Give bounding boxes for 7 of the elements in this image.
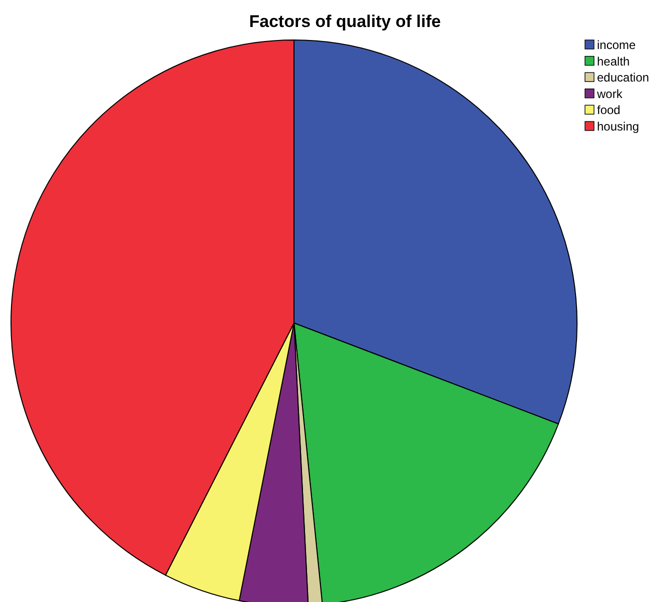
legend-label: income — [597, 38, 636, 52]
chart-title: Factors of quality of life — [249, 12, 441, 31]
legend-label: housing — [597, 120, 640, 134]
legend-label: education — [597, 70, 650, 85]
legend-label: health — [597, 54, 630, 68]
legend-label: work — [596, 86, 624, 101]
legend-label: food — [597, 103, 620, 118]
